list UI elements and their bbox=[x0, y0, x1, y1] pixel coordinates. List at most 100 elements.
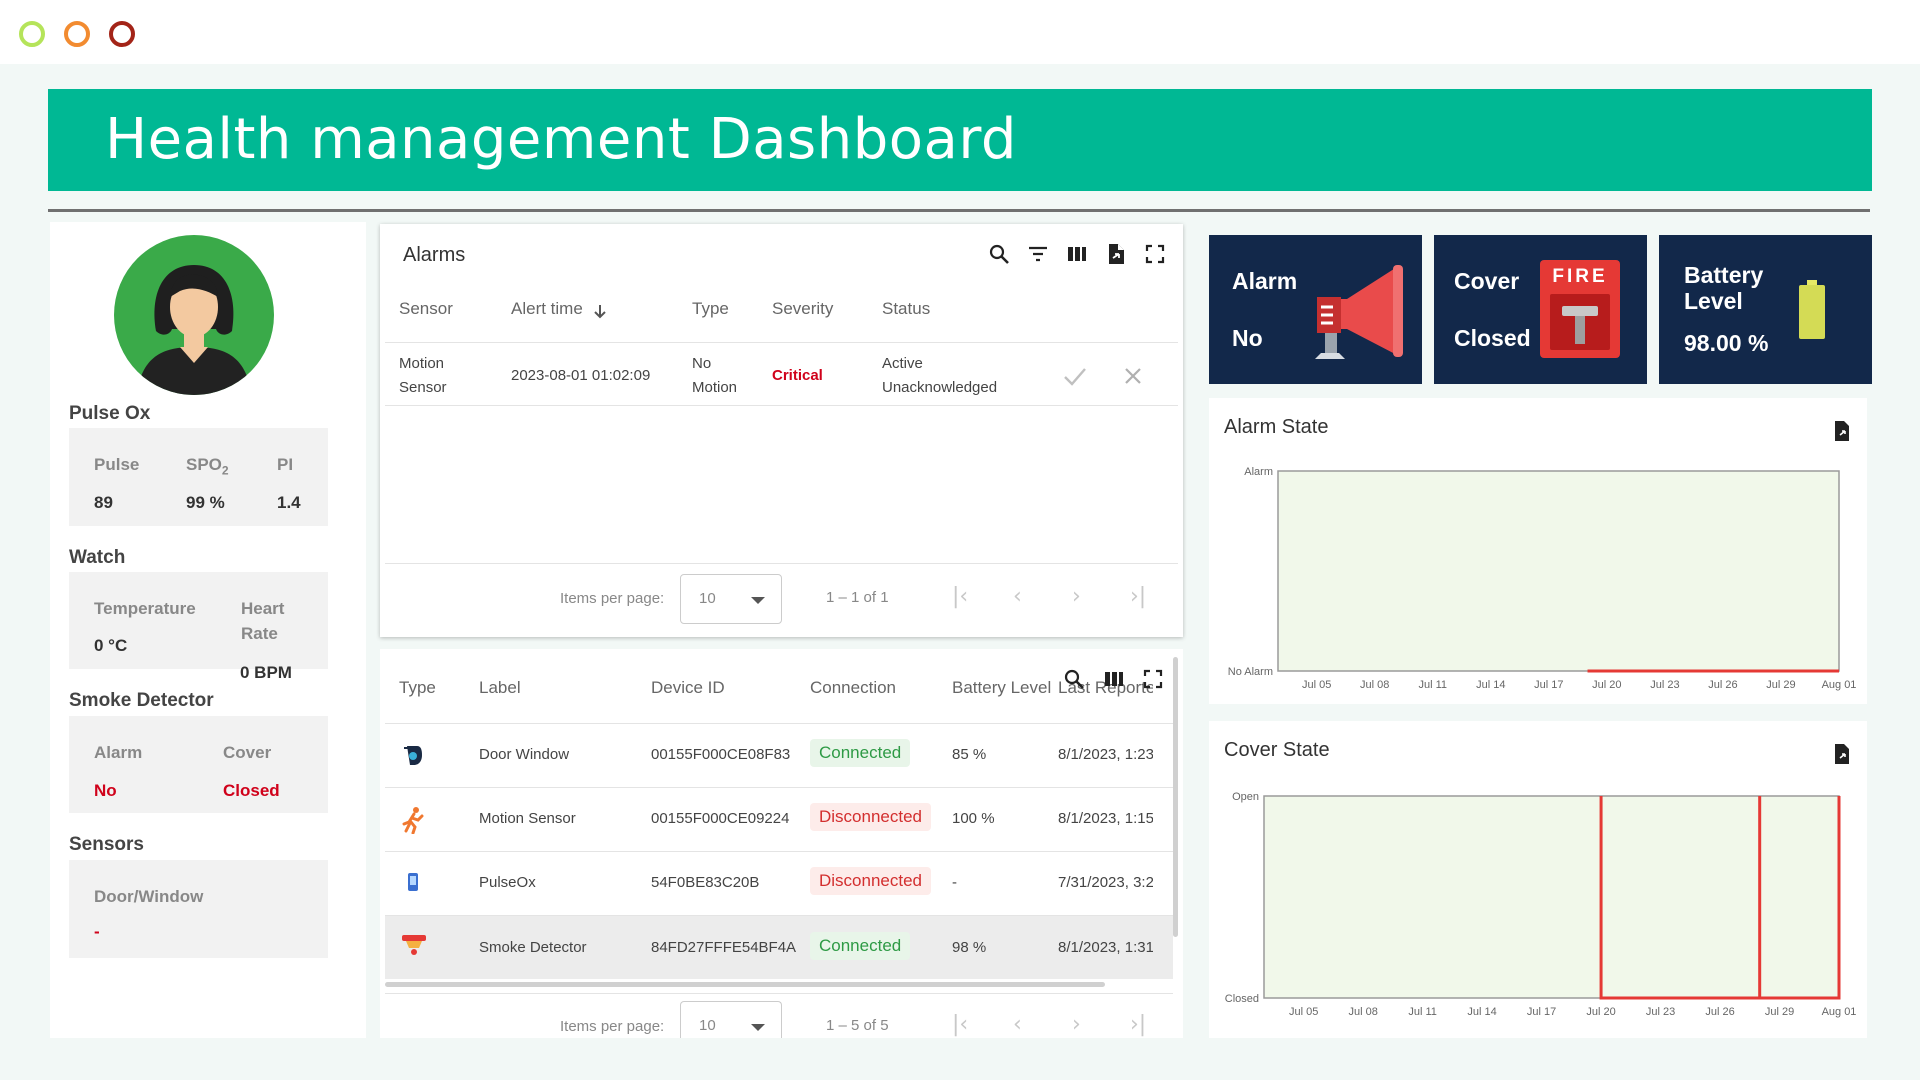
device-id: 54F0BE83C20B bbox=[651, 874, 760, 891]
alarm-tile-value: No bbox=[1232, 325, 1263, 351]
x-tick-label: Jul 08 bbox=[1348, 1006, 1377, 1018]
row-divider bbox=[385, 787, 1173, 788]
pulse-ox-title: Pulse Ox bbox=[69, 403, 151, 424]
x-tick-label: Jul 17 bbox=[1527, 1006, 1556, 1018]
first-page-icon[interactable]: |‹ bbox=[952, 1012, 969, 1037]
search-icon[interactable] bbox=[1062, 667, 1086, 691]
heart-rate-label-1: Heart bbox=[241, 599, 285, 618]
x-tick-label: Jul 14 bbox=[1476, 679, 1505, 691]
sensors-title: Sensors bbox=[69, 834, 144, 855]
x-tick-label: Jul 14 bbox=[1467, 1006, 1496, 1018]
window-dot-green[interactable] bbox=[19, 21, 45, 47]
y-tick-label: No Alarm bbox=[1228, 666, 1273, 678]
device-label: Smoke Detector bbox=[479, 939, 587, 956]
window-dot-red[interactable] bbox=[109, 21, 135, 47]
export-file-icon[interactable] bbox=[1104, 242, 1128, 266]
device-id: 00155F000CE09224 bbox=[651, 810, 790, 827]
device-battery: - bbox=[952, 874, 957, 891]
last-page-icon[interactable]: ›| bbox=[1130, 584, 1147, 609]
fullscreen-icon[interactable] bbox=[1143, 242, 1167, 266]
first-page-icon[interactable]: |‹ bbox=[952, 584, 969, 609]
smoke-detector-title: Smoke Detector bbox=[69, 690, 214, 711]
devices-col-last-reported[interactable]: Last Reported bbox=[1058, 678, 1153, 697]
filter-icon[interactable] bbox=[1026, 242, 1050, 266]
door-window-icon bbox=[404, 746, 422, 765]
device-label: Motion Sensor bbox=[479, 810, 576, 827]
x-tick-label: Jul 11 bbox=[1418, 679, 1447, 691]
plot-area bbox=[1263, 795, 1840, 999]
devices-col-connection[interactable]: Connection bbox=[810, 678, 897, 697]
alarms-col-type[interactable]: Type bbox=[692, 299, 729, 318]
status-badge: Connected bbox=[810, 739, 911, 767]
row-divider bbox=[385, 915, 1173, 916]
alarms-col-status[interactable]: Status bbox=[882, 299, 931, 318]
x-tick-label: Jul 29 bbox=[1765, 1006, 1794, 1018]
row-divider bbox=[385, 851, 1173, 852]
vertical-scrollbar[interactable] bbox=[1173, 657, 1178, 937]
heart-rate-value: 0 BPM bbox=[240, 663, 292, 682]
header-divider bbox=[48, 209, 1870, 212]
fire-alarm-icon-label: FIRE bbox=[1552, 266, 1608, 287]
horizontal-scrollbar[interactable] bbox=[385, 982, 1105, 987]
alarms-col-alert-time[interactable]: Alert time bbox=[511, 299, 583, 318]
device-last-reported: 7/31/2023, 3:24 bbox=[1058, 874, 1153, 891]
battery-tile-value: 98.00 % bbox=[1684, 330, 1769, 356]
cover-tile: Cover Closed FIRE bbox=[1434, 235, 1647, 384]
x-tick-label: Jul 26 bbox=[1705, 1006, 1734, 1018]
devices-panel: Type Label Device ID Connection Battery … bbox=[380, 649, 1183, 1038]
alarm-status-line-2: Unacknowledged bbox=[882, 379, 998, 396]
watch-title: Watch bbox=[69, 547, 126, 568]
device-id: 00155F000CE08F83 bbox=[651, 746, 791, 763]
alarms-col-severity[interactable]: Severity bbox=[772, 299, 834, 318]
x-tick-label: Jul 05 bbox=[1289, 1006, 1318, 1018]
spo2-value: 99 % bbox=[186, 493, 225, 512]
acknowledge-check-icon[interactable] bbox=[1062, 365, 1088, 387]
y-tick-label: Closed bbox=[1225, 993, 1259, 1005]
export-file-icon[interactable] bbox=[1832, 420, 1852, 442]
device-label: Door Window bbox=[479, 746, 570, 763]
pulse-value: 89 bbox=[94, 493, 113, 512]
devices-header-divider bbox=[385, 723, 1173, 724]
previous-page-icon[interactable]: ‹ bbox=[1013, 1012, 1022, 1037]
alarms-panel: Alarms Sensor Alert time Type Severity S… bbox=[380, 224, 1183, 637]
sort-down-icon[interactable] bbox=[592, 303, 608, 319]
device-battery: 98 % bbox=[952, 939, 987, 956]
devices-col-device-id[interactable]: Device ID bbox=[651, 678, 725, 697]
export-file-icon[interactable] bbox=[1832, 743, 1852, 765]
devices-col-battery[interactable]: Battery Level bbox=[952, 678, 1052, 697]
devices-page-size-select[interactable]: 10 bbox=[680, 1001, 782, 1038]
running-person-icon bbox=[402, 807, 424, 834]
columns-icon[interactable] bbox=[1065, 242, 1089, 266]
devices-col-label[interactable]: Label bbox=[479, 678, 521, 697]
devices-page-size-value: 10 bbox=[699, 1017, 716, 1034]
plot-area bbox=[1277, 470, 1840, 672]
alarms-items-per-page-label: Items per page: bbox=[560, 590, 665, 607]
x-tick-label: Jul 11 bbox=[1408, 1006, 1437, 1018]
pi-value: 1.4 bbox=[277, 493, 301, 512]
search-icon[interactable] bbox=[987, 242, 1011, 266]
alarm-time: 2023-08-01 01:02:09 bbox=[511, 367, 651, 384]
sensors-card: Door/Window - bbox=[69, 860, 328, 958]
alarm-type-line-2: Motion bbox=[692, 379, 738, 396]
previous-page-icon[interactable]: ‹ bbox=[1013, 584, 1022, 609]
alarms-page-size-select[interactable]: 10 bbox=[680, 574, 782, 624]
page-title: Health management Dashboard bbox=[105, 107, 1017, 172]
last-page-icon[interactable]: ›| bbox=[1130, 1012, 1147, 1037]
devices-footer-divider bbox=[385, 993, 1173, 994]
alarms-col-sensor[interactable]: Sensor bbox=[399, 299, 453, 318]
dismiss-close-icon[interactable] bbox=[1123, 366, 1143, 386]
devices-col-type[interactable]: Type bbox=[399, 678, 436, 697]
window-dot-orange[interactable] bbox=[64, 21, 90, 47]
smoke-alarm-value: No bbox=[94, 781, 117, 800]
next-page-icon[interactable]: › bbox=[1072, 1012, 1081, 1037]
columns-icon[interactable] bbox=[1102, 667, 1126, 691]
avatar bbox=[114, 235, 274, 395]
alarm-type-line-1: No bbox=[692, 355, 712, 372]
cover-tile-value: Closed bbox=[1454, 325, 1531, 351]
next-page-icon[interactable]: › bbox=[1072, 584, 1081, 609]
chevron-down-icon bbox=[751, 597, 765, 604]
fullscreen-icon[interactable] bbox=[1141, 667, 1165, 691]
table-row[interactable]: Smoke Detector 84FD27FFFE54BF4A Connecte… bbox=[385, 916, 1173, 979]
alarm-status-line-1: Active bbox=[882, 355, 923, 372]
device-label: PulseOx bbox=[479, 874, 536, 891]
